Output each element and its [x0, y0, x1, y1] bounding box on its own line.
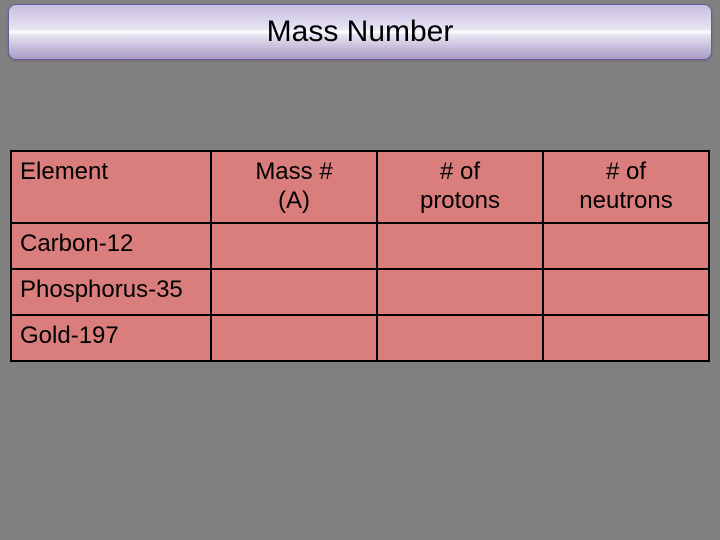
page-title: Mass Number [267, 15, 454, 49]
mass-number-table: Element Mass #(A) # ofprotons # ofneutro… [10, 150, 710, 362]
table-row: Gold-197 [11, 315, 709, 361]
header-mass-num: Mass #(A) [211, 151, 377, 223]
protons-cell [377, 269, 543, 315]
neutrons-cell [543, 269, 709, 315]
title-bar: Mass Number [8, 4, 712, 60]
neutrons-cell [543, 223, 709, 269]
element-cell: Carbon-12 [11, 223, 211, 269]
header-protons: # ofprotons [377, 151, 543, 223]
table-row: Phosphorus-35 [11, 269, 709, 315]
mass-num-cell [211, 315, 377, 361]
table-row: Carbon-12 [11, 223, 709, 269]
table-header-row: Element Mass #(A) # ofprotons # ofneutro… [11, 151, 709, 223]
neutrons-cell [543, 315, 709, 361]
header-element: Element [11, 151, 211, 223]
protons-cell [377, 315, 543, 361]
protons-cell [377, 223, 543, 269]
element-cell: Gold-197 [11, 315, 211, 361]
mass-num-cell [211, 223, 377, 269]
element-cell: Phosphorus-35 [11, 269, 211, 315]
mass-num-cell [211, 269, 377, 315]
header-neutrons: # ofneutrons [543, 151, 709, 223]
